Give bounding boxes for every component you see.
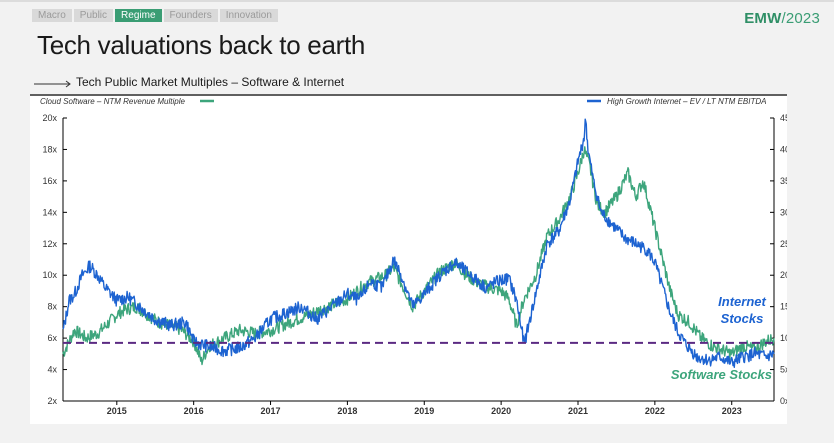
brand-suffix: /2023 [781, 10, 820, 27]
right-tick-label: 20x [780, 270, 787, 280]
brand-prefix: EMW [744, 10, 782, 27]
page-title: Tech valuations back to earth [37, 30, 366, 60]
tab-founders[interactable]: Founders [163, 9, 218, 22]
arrow-right-icon [34, 80, 71, 88]
left-tick-label: 4x [47, 365, 57, 375]
page-top-line [0, 0, 834, 2]
brand-logo: EMW/2023 [744, 10, 820, 27]
legend-label-internet: High Growth Internet – EV / LT NTM EBITD… [607, 97, 766, 106]
left-tick-label: 10x [42, 270, 57, 280]
left-tick-label: 6x [47, 333, 57, 343]
x-tick-label: 2017 [261, 406, 281, 416]
legend-label-software: Cloud Software – NTM Revenue Multiple [40, 97, 186, 106]
left-tick-label: 18x [42, 144, 57, 154]
series-line-software [62, 146, 775, 366]
left-tick-label: 12x [42, 239, 57, 249]
annotation-software-stocks: Software Stocks [671, 367, 772, 382]
right-tick-label: 35x [780, 176, 787, 186]
annotation-internet: Internet [718, 294, 766, 309]
right-tick-label: 30x [780, 207, 787, 217]
x-tick-label: 2020 [491, 406, 511, 416]
x-tick-label: 2015 [107, 406, 127, 416]
right-tick-label: 40x [780, 144, 787, 154]
right-tick-label: 45x [780, 113, 787, 123]
left-tick-label: 20x [42, 113, 57, 123]
right-tick-label: 0x [780, 396, 787, 406]
right-tick-label: 25x [780, 239, 787, 249]
left-axis-ticks: 2x 4x 6x 8x 10x 12x 14x 16x 18x 20x [42, 113, 67, 406]
tab-macro[interactable]: Macro [32, 9, 72, 22]
x-tick-label: 2021 [568, 406, 588, 416]
annotation-stocks: Stocks [721, 311, 764, 326]
series-lines [62, 118, 775, 368]
x-tick-label: 2019 [414, 406, 434, 416]
right-tick-label: 10x [780, 333, 787, 343]
x-tick-label: 2022 [645, 406, 665, 416]
tab-public[interactable]: Public [73, 9, 114, 22]
left-tick-label: 8x [47, 302, 57, 312]
right-tick-label: 15x [780, 302, 787, 312]
x-tick-label: 2016 [184, 406, 204, 416]
chart-axes [62, 118, 775, 402]
x-tick-label: 2023 [722, 406, 742, 416]
right-tick-label: 5x [780, 365, 787, 375]
section-nav: Macro Public Regime Founders Innovation [32, 9, 278, 22]
right-axis-ticks: 0x 5x 10x 15x 20x 25x 30x 35x 40x 45x [770, 113, 787, 406]
chart-frame: Cloud Software – NTM Revenue Multiple Hi… [30, 94, 787, 424]
left-tick-label: 2x [47, 396, 57, 406]
chart-subtitle: Tech Public Market Multiples – Software … [76, 75, 345, 89]
x-axis-ticks: 2015 2016 2017 2018 2019 2020 2021 2022 2023 [107, 401, 742, 416]
tab-regime[interactable]: Regime [115, 9, 162, 22]
left-tick-label: 14x [42, 207, 57, 217]
x-tick-label: 2018 [337, 406, 357, 416]
multiples-chart: Cloud Software – NTM Revenue Multiple Hi… [30, 94, 787, 416]
left-tick-label: 16x [42, 176, 57, 186]
series-line-internet [62, 118, 775, 368]
tab-innovation[interactable]: Innovation [219, 9, 278, 22]
